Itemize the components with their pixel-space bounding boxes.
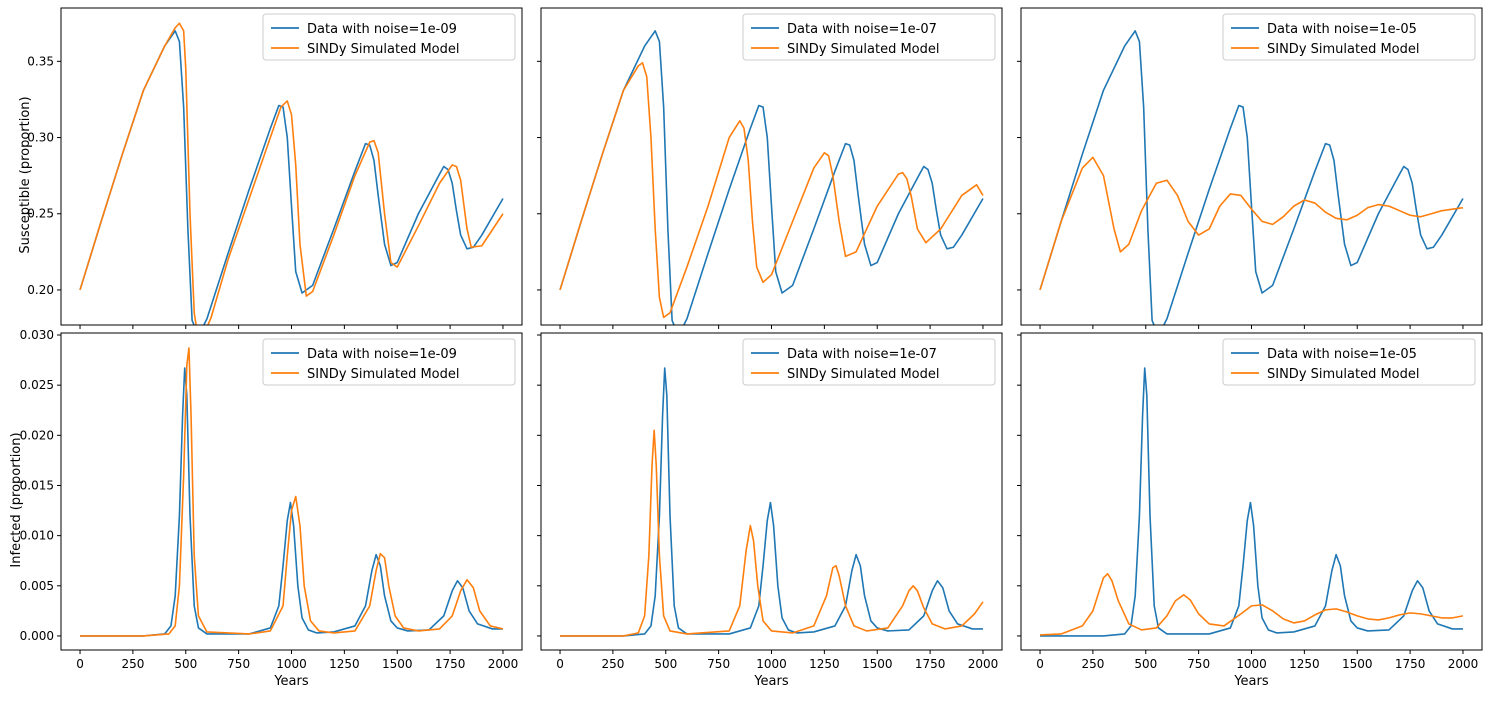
- legend-label: Data with noise=1e-05: [1267, 22, 1417, 37]
- x-tick-label: 1750: [1395, 657, 1426, 671]
- y-tick-label: 0.030: [20, 328, 54, 342]
- x-tick-label: 500: [174, 657, 197, 671]
- legend-label: SINDy Simulated Model: [1267, 42, 1420, 57]
- y-tick-label: 0.020: [20, 428, 54, 442]
- x-tick-label: 0: [1036, 657, 1044, 671]
- model-series-line: [560, 429, 984, 637]
- x-tick-label: 750: [707, 657, 730, 671]
- x-tick-label: 2000: [968, 657, 999, 671]
- legend-label: SINDy Simulated Model: [307, 42, 460, 57]
- legend: Data with noise=1e-09 SINDy Simulated Mod…: [262, 338, 516, 386]
- legend: Data with noise=1e-05 SINDy Simulated Mod…: [1222, 338, 1476, 386]
- x-axis-label: Years: [753, 674, 789, 689]
- x-tick-label: 1500: [862, 657, 893, 671]
- model-series-line: [559, 62, 984, 319]
- y-tick-label: 0.000: [20, 629, 54, 643]
- x-tick-label: 1500: [1342, 657, 1373, 671]
- x-tick-label: 1000: [276, 657, 307, 671]
- x-tick-label: 1000: [1236, 657, 1267, 671]
- y-axis-label-susceptible: Susceptible (proportion): [18, 96, 33, 253]
- x-tick-label: 2000: [1448, 657, 1479, 671]
- x-tick-label: 500: [1134, 657, 1157, 671]
- x-tick-label: 750: [1187, 657, 1210, 671]
- legend-label: Data with noise=1e-05: [1267, 347, 1417, 362]
- legend-box: [262, 13, 516, 61]
- data-series-line: [560, 367, 983, 637]
- x-tick-label: 0: [556, 657, 564, 671]
- legend-label: Data with noise=1e-07: [787, 22, 937, 37]
- plot-area: [79, 22, 504, 325]
- legend-label: SINDy Simulated Model: [787, 367, 940, 382]
- legend-label: SINDy Simulated Model: [1267, 367, 1420, 382]
- y-tick-label: 0.30: [27, 131, 54, 145]
- x-tick-label: 750: [227, 657, 250, 671]
- x-tick-label: 1000: [756, 657, 787, 671]
- data-series-line: [79, 30, 504, 325]
- subplots: 0.20 0.25 0.30 0.35 Data with noise=1e-09 SIN…: [20, 7, 1483, 689]
- x-tick-label: 1750: [435, 657, 466, 671]
- x-tick-label: 500: [654, 657, 677, 671]
- model-series-line: [79, 22, 504, 325]
- x-tick-label: 1250: [809, 657, 840, 671]
- x-tick-label: 250: [1081, 657, 1104, 671]
- x-axis-label: Years: [1233, 674, 1269, 689]
- y-tick-label: 0.25: [27, 207, 54, 221]
- legend: Data with noise=1e-05 SINDy Simulated Mod…: [1222, 13, 1476, 61]
- model-series-line: [80, 347, 504, 637]
- y-tick-label: 0.20: [27, 283, 54, 297]
- legend-box: [1222, 13, 1476, 61]
- legend-box: [742, 338, 996, 386]
- y-tick-label: 0.010: [20, 529, 54, 543]
- legend-box: [262, 338, 516, 386]
- x-tick-label: 0: [76, 657, 84, 671]
- legend-label: Data with noise=1e-09: [307, 22, 457, 37]
- y-tick-label: 0.35: [27, 54, 54, 68]
- plot-area: [559, 30, 984, 325]
- legend-label: SINDy Simulated Model: [307, 367, 460, 382]
- data-series-line: [559, 30, 984, 325]
- subplot-1-2: 0 250 500 750 1000 1250 1500 1750 2000 Years Data …: [1017, 332, 1483, 689]
- legend-label: Data with noise=1e-09: [307, 347, 457, 362]
- subplot-0-1: Data with noise=1e-07 SINDy Simulated Mod…: [537, 7, 1003, 329]
- subplot-0-0: 0.20 0.25 0.30 0.35 Data with noise=1e-09 SIN…: [27, 7, 523, 329]
- legend-label: SINDy Simulated Model: [787, 42, 940, 57]
- legend-box: [742, 13, 996, 61]
- data-series-line: [80, 367, 503, 637]
- y-tick-label: 0.015: [20, 478, 54, 492]
- subplot-0-2: Data with noise=1e-05 SINDy Simulated Mod…: [1017, 7, 1483, 329]
- x-tick-label: 1250: [329, 657, 360, 671]
- plot-area: [80, 347, 504, 637]
- model-series-line: [1039, 572, 1464, 636]
- y-tick-label: 0.005: [20, 579, 54, 593]
- legend: Data with noise=1e-07 SINDy Simulated Mod…: [742, 13, 996, 61]
- legend: Data with noise=1e-07 SINDy Simulated Mod…: [742, 338, 996, 386]
- y-tick-label: 0.025: [20, 378, 54, 392]
- subplot-1-1: 0 250 500 750 1000 1250 1500 1750 2000 Years Data …: [537, 332, 1003, 689]
- plot-area: [1039, 30, 1464, 325]
- legend-box: [1222, 338, 1476, 386]
- x-tick-label: 250: [121, 657, 144, 671]
- model-series-line: [1039, 156, 1464, 291]
- x-tick-label: 250: [601, 657, 624, 671]
- legend-label: Data with noise=1e-07: [787, 347, 937, 362]
- plot-area: [560, 367, 984, 637]
- y-axis-label-infected: Infected (proportion): [9, 432, 24, 567]
- legend: Data with noise=1e-09 SINDy Simulated Mod…: [262, 13, 516, 61]
- subplot-1-0: 0 250 500 750 1000 1250 1500 1750 2000 0.000 0.005…: [20, 328, 523, 689]
- x-axis-label: Years: [273, 674, 309, 689]
- x-tick-label: 1250: [1289, 657, 1320, 671]
- x-tick-label: 1500: [382, 657, 413, 671]
- x-tick-label: 1750: [915, 657, 946, 671]
- plot-area: [1039, 367, 1464, 637]
- data-series-line: [1040, 367, 1463, 637]
- data-series-line: [1039, 30, 1464, 325]
- x-tick-label: 2000: [488, 657, 519, 671]
